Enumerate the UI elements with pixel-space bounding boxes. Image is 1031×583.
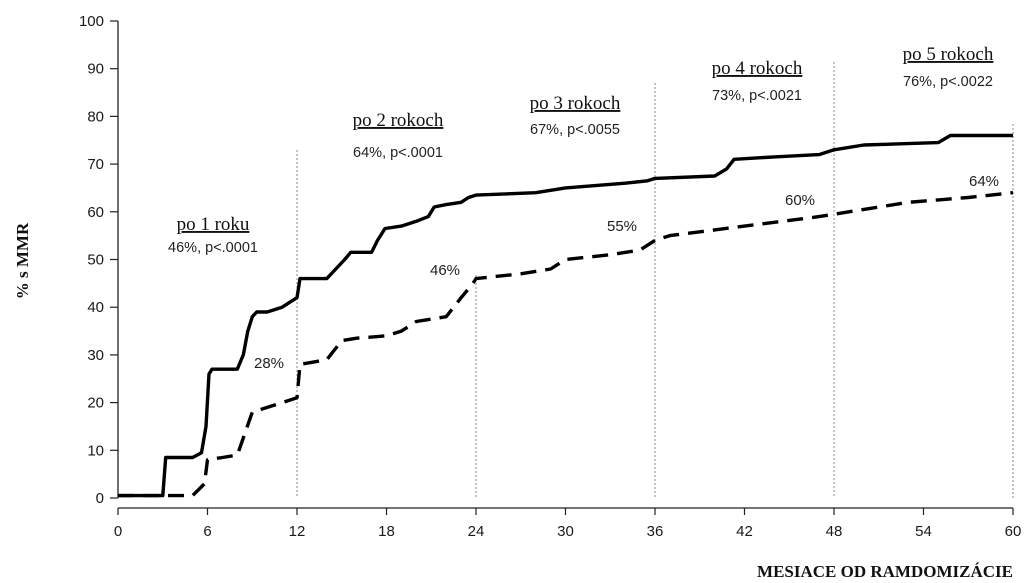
- x-axis-title: MESIACE OD RAMDOMIZÁCIE: [757, 562, 1013, 581]
- y-tick-label: 10: [87, 442, 104, 459]
- series-layer: [118, 133, 1014, 498]
- annotation-heading: po 2 rokoch: [353, 110, 444, 131]
- x-tick-label: 42: [736, 523, 753, 540]
- reference-lines: [296, 62, 1014, 498]
- annotations: po 1 roku 46%, p<.0001 po 2 rokoch 64%, p<.…: [168, 44, 994, 256]
- annotation-heading: po 5 rokoch: [903, 44, 994, 65]
- y-tick-label: 20: [87, 395, 104, 412]
- value-label: 28%: [254, 355, 284, 372]
- series-line-dashed: [118, 191, 1014, 498]
- y-axis-title: % s MMR: [13, 222, 32, 299]
- annotation-stat: 76%, p<.0022: [903, 74, 993, 90]
- annotation-stat: 67%, p<.0055: [530, 122, 620, 138]
- value-label: 46%: [430, 262, 460, 279]
- annotation-stat: 64%, p<.0001: [353, 145, 443, 161]
- y-tick-label: 30: [87, 347, 104, 364]
- annotation-stat: 73%, p<.0021: [712, 88, 802, 104]
- x-tick-label: 60: [1005, 523, 1022, 540]
- series-line-solid: [118, 133, 1013, 498]
- x-tick-label: 6: [203, 523, 211, 540]
- x-tick-label: 18: [378, 523, 395, 540]
- annotation-heading: po 3 rokoch: [530, 93, 621, 114]
- y-tick-label: 70: [87, 156, 104, 173]
- y-tick-label: 50: [87, 252, 104, 269]
- axes: 0 10 20 30 40 50 60 70 80 90 100 0 6 12 18 24 30 36 42 48 54…: [79, 13, 1021, 540]
- x-tick-label: 24: [468, 523, 485, 540]
- y-tick-label: 100: [79, 13, 104, 30]
- x-tick-label: 0: [114, 523, 122, 540]
- y-tick-label: 0: [96, 490, 104, 507]
- value-label: 55%: [607, 218, 637, 235]
- value-label: 64%: [969, 173, 999, 190]
- annotation-stat: 46%, p<.0001: [168, 240, 258, 256]
- x-tick-label: 48: [826, 523, 843, 540]
- y-tick-label: 90: [87, 61, 104, 78]
- value-labels: 28% 46% 55% 60% 64%: [254, 173, 999, 372]
- annotation-heading: po 4 rokoch: [712, 58, 803, 79]
- x-tick-label: 54: [915, 523, 932, 540]
- x-tick-label: 36: [647, 523, 664, 540]
- y-tick-label: 80: [87, 108, 104, 125]
- annotation-heading: po 1 roku: [177, 214, 250, 235]
- value-label: 60%: [785, 192, 815, 209]
- y-tick-label: 40: [87, 299, 104, 316]
- x-tick-label: 12: [289, 523, 306, 540]
- y-tick-label: 60: [87, 204, 104, 221]
- x-tick-label: 30: [557, 523, 574, 540]
